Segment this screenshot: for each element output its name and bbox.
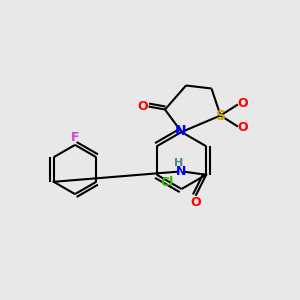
- Text: O: O: [237, 121, 248, 134]
- Text: O: O: [138, 100, 148, 113]
- Text: Cl: Cl: [161, 176, 174, 189]
- Text: O: O: [237, 97, 248, 110]
- Text: F: F: [71, 131, 79, 144]
- Text: S: S: [216, 109, 226, 122]
- Text: O: O: [190, 196, 201, 209]
- Text: H: H: [174, 158, 183, 168]
- Text: N: N: [176, 165, 186, 178]
- Text: N: N: [175, 124, 187, 138]
